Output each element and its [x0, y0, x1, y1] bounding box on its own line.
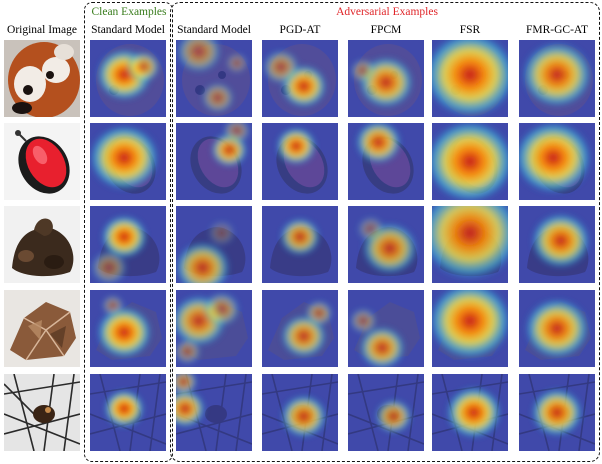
heatmap-clean_standard-punching-bag — [90, 123, 166, 200]
heatmap-adv_standard-red-panda — [176, 40, 252, 117]
column-header-fsr: FSR — [459, 24, 481, 36]
heatmap-clean_standard-red-panda — [90, 40, 166, 117]
heatmap-fsr-red-panda — [432, 40, 508, 117]
original-image-bird-in-branches — [4, 374, 80, 451]
heatmap-pgd_at-crumpled-object — [262, 290, 338, 367]
heatmap-fpcm-bird-in-branches — [348, 374, 424, 451]
heatmap-clean_standard-bird-in-branches — [90, 374, 166, 451]
column-header-fpcm: FPCM — [370, 24, 402, 36]
heatmap-adv_standard-bird-in-branches — [176, 374, 252, 451]
heatmap-fmr_gc_at-bear-object — [519, 206, 595, 283]
heatmap-clean_standard-bear-object — [90, 206, 166, 283]
heatmap-pgd_at-bird-in-branches — [262, 374, 338, 451]
heatmap-pgd_at-punching-bag — [262, 123, 338, 200]
heatmap-adv_standard-crumpled-object — [176, 290, 252, 367]
heatmap-fsr-crumpled-object — [432, 290, 508, 367]
clean-examples-label: Clean Examples — [91, 6, 167, 18]
adversarial-examples-box — [170, 2, 600, 462]
column-header-fmr-gc-at: FMR-GC-AT — [526, 24, 588, 36]
heatmap-fmr_gc_at-bird-in-branches — [519, 374, 595, 451]
original-image-red-panda — [4, 40, 80, 117]
clean-examples-box — [84, 2, 173, 462]
heatmap-fpcm-bear-object — [348, 206, 424, 283]
heatmap-fpcm-punching-bag — [348, 123, 424, 200]
heatmap-fmr_gc_at-red-panda — [519, 40, 595, 117]
heatmap-fmr_gc_at-punching-bag — [519, 123, 595, 200]
heatmap-fpcm-crumpled-object — [348, 290, 424, 367]
original-image-bear-object — [4, 206, 80, 283]
heatmap-adv_standard-punching-bag — [176, 123, 252, 200]
heatmap-fmr_gc_at-crumpled-object — [519, 290, 595, 367]
heatmap-pgd_at-red-panda — [262, 40, 338, 117]
heatmap-fpcm-red-panda — [348, 40, 424, 117]
heatmap-fsr-bird-in-branches — [432, 374, 508, 451]
heatmap-pgd_at-bear-object — [262, 206, 338, 283]
heatmap-adv_standard-bear-object — [176, 206, 252, 283]
original-image-punching-bag — [4, 123, 80, 200]
column-header-adv-standard: Standard Model — [177, 24, 251, 36]
heatmap-fsr-bear-object — [432, 206, 508, 283]
column-header-original: Original Image — [7, 24, 77, 36]
column-header-clean-standard: Standard Model — [91, 24, 165, 36]
original-image-crumpled-object — [4, 290, 80, 367]
adversarial-examples-label: Adversarial Examples — [336, 6, 438, 18]
column-header-pgd-at: PGD-AT — [279, 24, 321, 36]
heatmap-fsr-punching-bag — [432, 123, 508, 200]
heatmap-clean_standard-crumpled-object — [90, 290, 166, 367]
